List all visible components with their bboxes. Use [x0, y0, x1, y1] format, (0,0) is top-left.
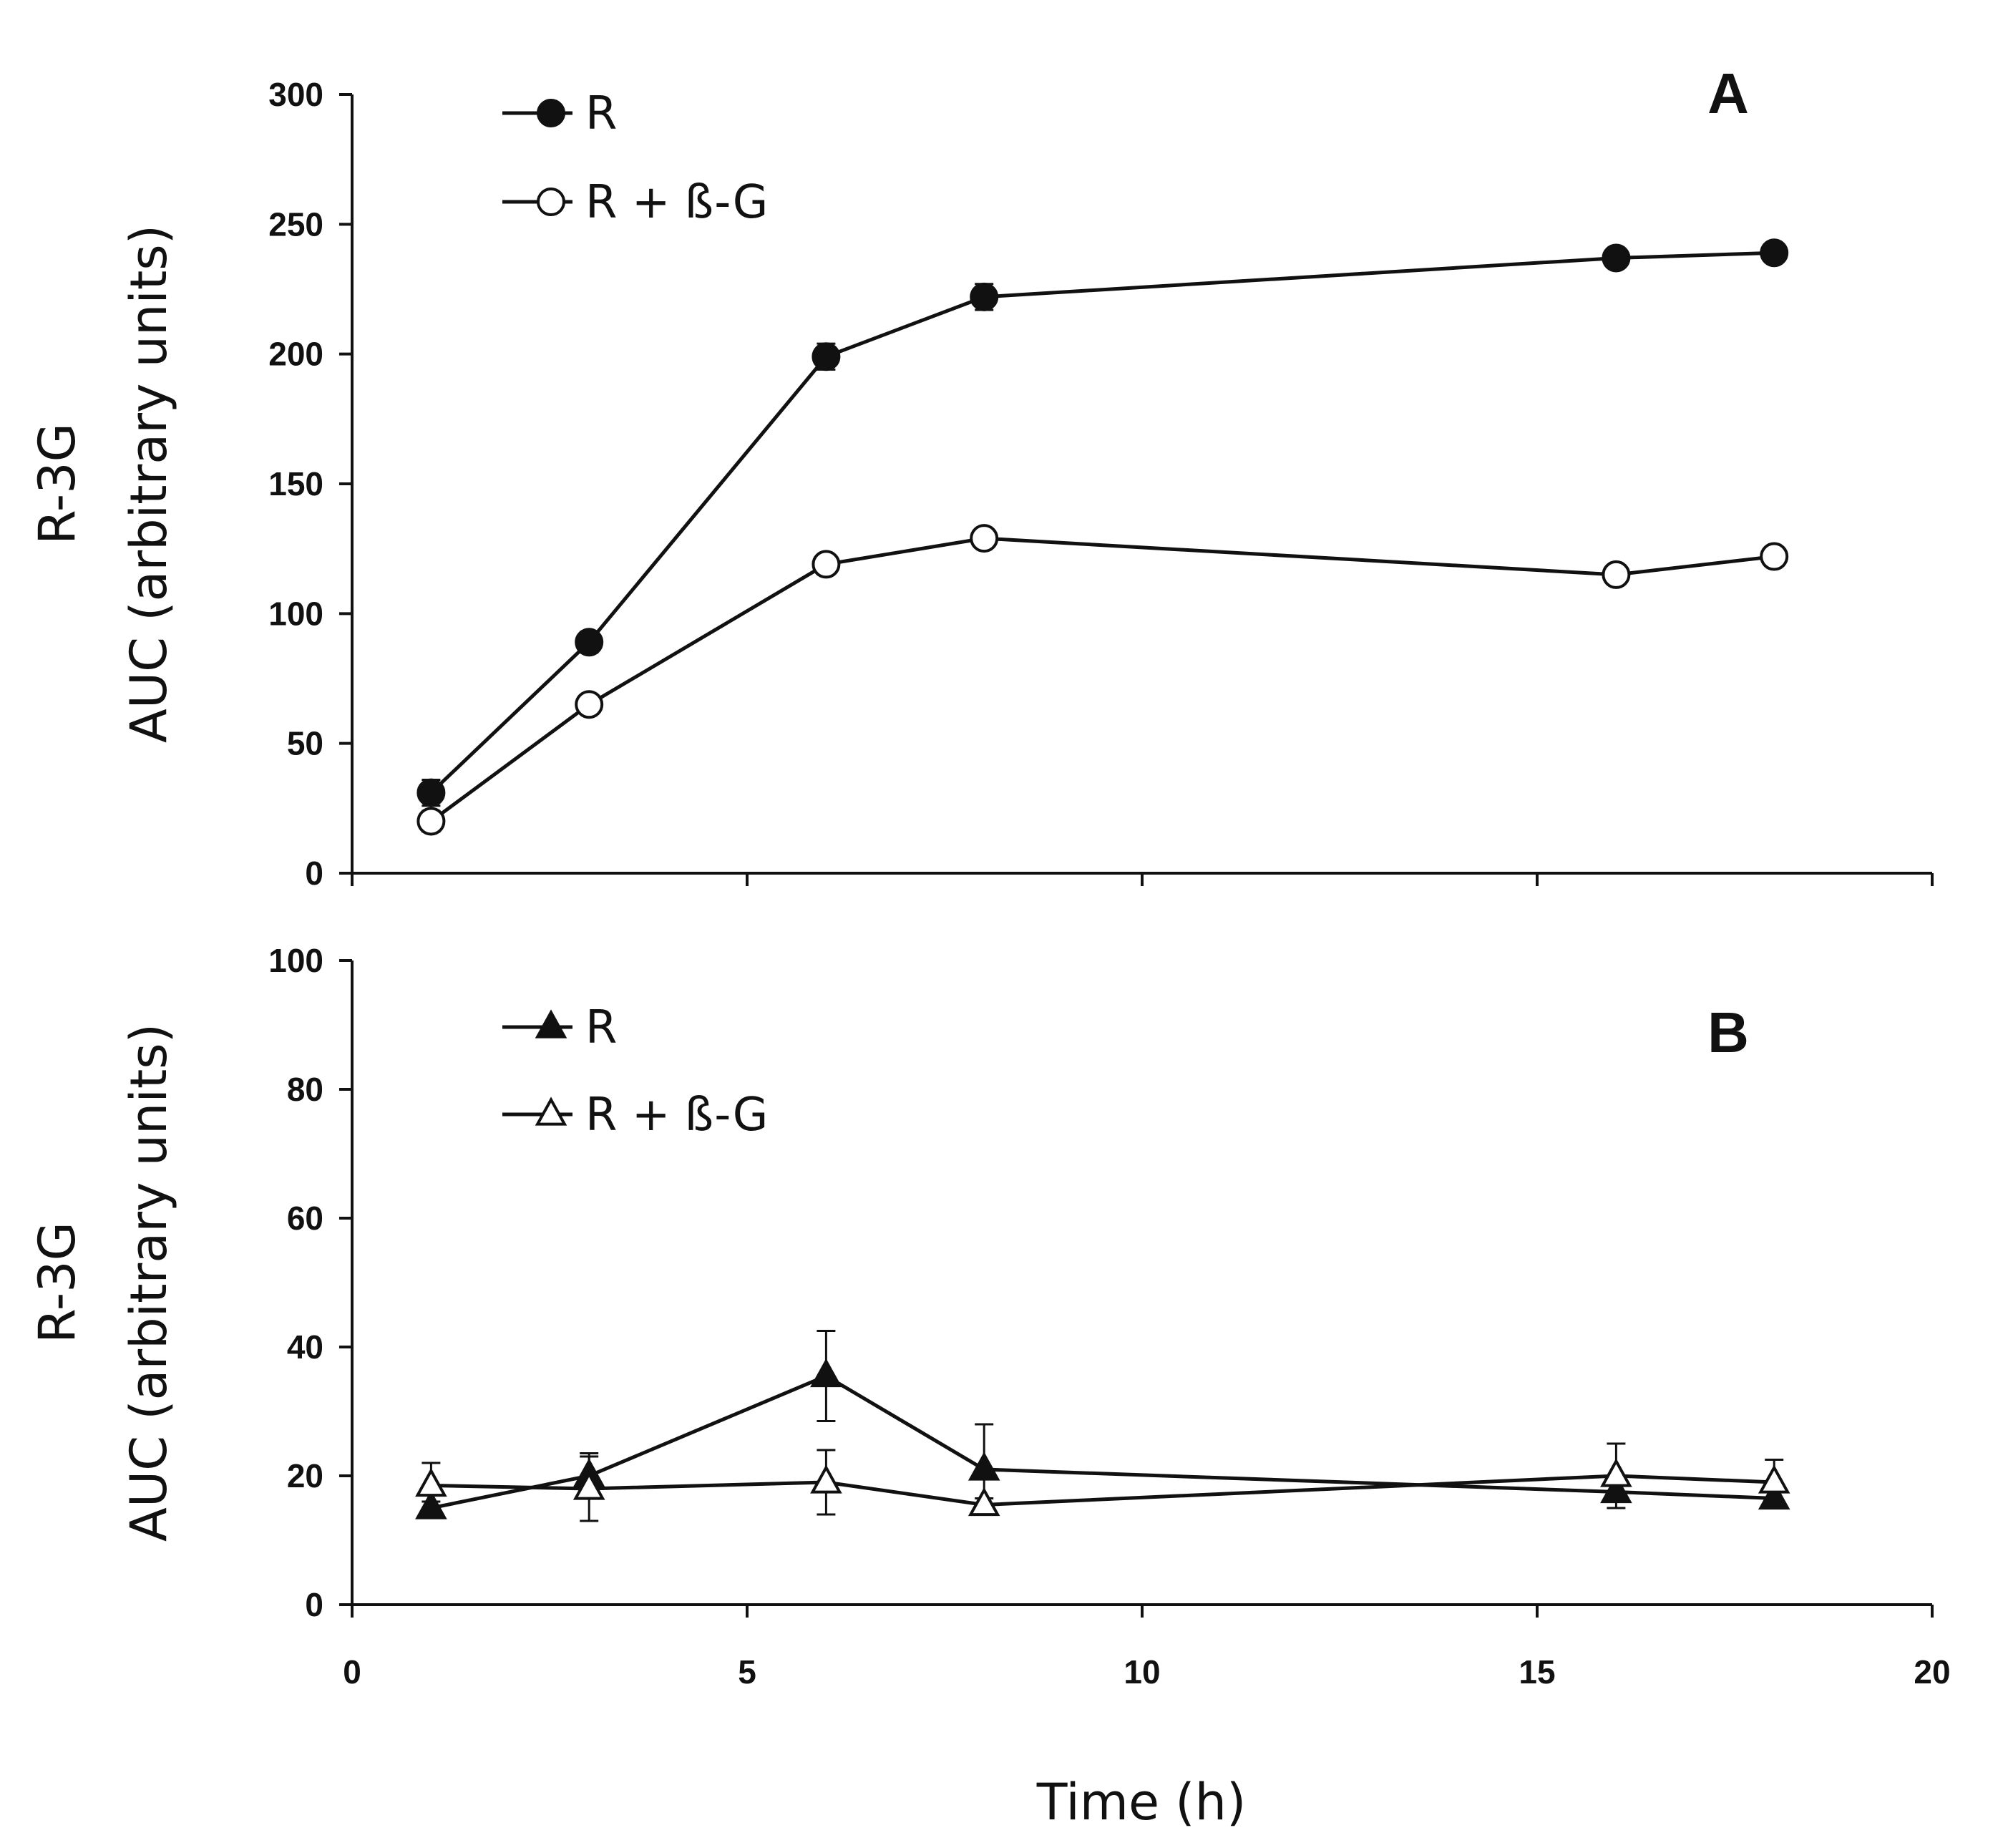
y-tick-label: 150 — [268, 465, 323, 502]
panel-label: B — [1707, 1001, 1749, 1064]
legend-marker — [537, 188, 565, 216]
y-tick-label: 40 — [287, 1328, 323, 1366]
data-point — [1602, 243, 1631, 273]
data-point — [575, 628, 604, 657]
legend-label: R — [585, 87, 617, 140]
data-point — [1758, 1464, 1790, 1494]
legend-item: R + ß-G — [502, 176, 768, 229]
series-line — [429, 251, 1775, 794]
data-point — [810, 1358, 842, 1388]
y-axis-title-line1: R-3G — [28, 1222, 87, 1343]
panel-b: 0 20 40 60 80 100 0 5 10 15 20 R-3G AUC (arbitrary u… — [28, 942, 1951, 1691]
data-point — [1600, 1458, 1632, 1487]
series-filled-circle — [421, 243, 1784, 807]
y-tick-label: 100 — [268, 595, 323, 632]
data-point — [575, 690, 604, 719]
series-line — [430, 1373, 1775, 1510]
y-tick-label: 20 — [287, 1457, 323, 1494]
markers — [415, 1358, 1790, 1519]
markers — [415, 1458, 1790, 1517]
panel-a: 0 50 100 150 200 250 300 R-3G AUC (arbitrary uni… — [28, 62, 1934, 892]
y-tick-label: 300 — [268, 76, 323, 113]
y-tick-label: 80 — [287, 1071, 323, 1108]
y-tick-label: 0 — [305, 855, 323, 892]
legend-item: R + ß-G — [502, 1089, 768, 1142]
y-tick-label: 0 — [305, 1586, 323, 1623]
data-point — [970, 524, 999, 553]
data-point — [1602, 560, 1631, 589]
x-tick-label: 10 — [1124, 1653, 1160, 1691]
y-tick-label: 60 — [287, 1200, 323, 1237]
x-tick-label: 20 — [1914, 1653, 1950, 1691]
markers — [416, 238, 1789, 807]
data-point — [968, 1487, 1000, 1517]
data-point — [572, 1471, 605, 1500]
legend-marker — [535, 1096, 567, 1126]
data-point — [1760, 542, 1789, 571]
data-point — [415, 1490, 447, 1519]
series-line — [431, 1474, 1775, 1507]
legend-marker — [537, 99, 565, 127]
data-point — [415, 1467, 447, 1497]
data-point — [810, 1464, 842, 1494]
y-tick-label: 250 — [268, 205, 323, 243]
data-point — [812, 550, 841, 579]
data-point — [812, 342, 841, 371]
data-point — [416, 778, 446, 807]
x-axis-title: Time (h) — [1036, 1773, 1247, 1832]
y-tick-label: 100 — [268, 942, 323, 979]
x-tick-label: 5 — [738, 1653, 756, 1691]
y-axis-title-line1: R-3G — [28, 423, 87, 545]
data-point — [1758, 1480, 1790, 1510]
markers — [416, 524, 1789, 836]
legend-label: R — [585, 1001, 617, 1054]
data-point — [416, 807, 446, 836]
legend-item: R — [502, 87, 617, 140]
x-tick-label: 0 — [343, 1653, 361, 1691]
legend-item: R — [502, 1001, 617, 1054]
data-point — [1760, 238, 1789, 268]
y-axis-title-line2: AUC (arbitrary units) — [120, 225, 178, 743]
x-tick-label: 15 — [1519, 1653, 1555, 1691]
legend-label: R + ß-G — [585, 176, 768, 229]
y-tick-label: 200 — [268, 336, 323, 373]
series-open-triangle — [421, 1442, 1784, 1522]
y-tick-label: 50 — [287, 725, 323, 762]
legend-label: R + ß-G — [585, 1089, 768, 1142]
data-point — [968, 1451, 1000, 1481]
series-open-circle — [421, 529, 1784, 833]
panel-label: A — [1707, 62, 1749, 125]
series-line — [429, 536, 1775, 823]
data-point — [970, 282, 999, 311]
y-axis-title-line2: AUC (arbitrary units) — [120, 1023, 178, 1542]
legend-marker — [535, 1009, 567, 1039]
data-point — [1600, 1474, 1632, 1504]
